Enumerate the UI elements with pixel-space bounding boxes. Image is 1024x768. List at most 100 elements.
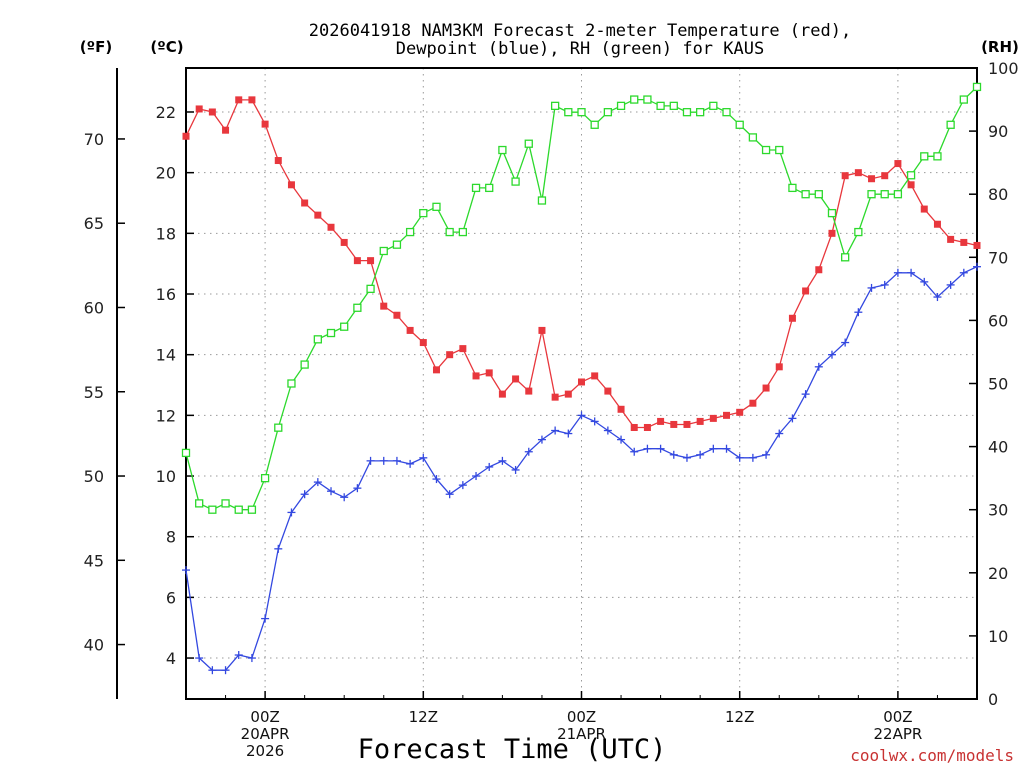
- data-point: [274, 157, 282, 165]
- data-point: [301, 199, 309, 207]
- rh-tick-label: 30: [988, 501, 1008, 520]
- series: [181, 82, 982, 675]
- data-point: [471, 183, 481, 193]
- data-point: [327, 223, 335, 231]
- data-point: [591, 372, 599, 380]
- data-point: [512, 375, 520, 383]
- data-point: [393, 311, 401, 319]
- data-point: [669, 450, 678, 459]
- data-point: [577, 108, 586, 117]
- data-point: [814, 362, 823, 371]
- data-point: [379, 246, 388, 256]
- data-point: [392, 456, 401, 465]
- data-point: [893, 190, 903, 199]
- data-point: [182, 566, 190, 575]
- data-point: [669, 101, 678, 111]
- celsius-tick-label: 4: [166, 649, 176, 668]
- data-point: [709, 414, 717, 422]
- data-point: [920, 277, 929, 286]
- celsius-tick-label: 16: [156, 285, 176, 304]
- rh-tick-label: 70: [988, 248, 1008, 267]
- series-line: [185, 99, 978, 429]
- data-point: [406, 459, 415, 468]
- data-point: [880, 190, 889, 199]
- data-point: [854, 227, 863, 237]
- time-tick-label: 00Z: [567, 708, 596, 726]
- data-point: [657, 417, 665, 425]
- data-point: [485, 183, 494, 193]
- data-point: [446, 351, 454, 359]
- fahrenheit-tick-label: 65: [84, 214, 104, 233]
- data-point: [405, 227, 415, 237]
- data-point: [300, 490, 309, 499]
- data-point: [722, 108, 731, 117]
- data-point: [933, 220, 941, 228]
- data-point: [458, 227, 468, 237]
- data-point: [208, 666, 217, 675]
- rh-tick-label: 20: [988, 564, 1008, 583]
- rh-tick-label: 60: [988, 311, 1008, 330]
- data-point: [537, 435, 546, 444]
- data-point: [920, 205, 928, 213]
- rh-tick-label: 0: [988, 690, 998, 709]
- data-point: [551, 426, 560, 435]
- data-point: [788, 314, 796, 322]
- data-point: [656, 101, 665, 111]
- series-2-meter-temperature: [182, 96, 981, 431]
- data-point: [498, 456, 507, 465]
- data-point: [643, 95, 652, 104]
- data-point: [603, 426, 612, 435]
- x-axis-label: Forecast Time (UTC): [358, 734, 667, 765]
- data-point: [287, 379, 296, 388]
- data-point: [538, 326, 546, 334]
- fahrenheit-tick-label: 70: [84, 130, 104, 149]
- data-point: [366, 284, 375, 294]
- data-point: [696, 450, 705, 459]
- data-point: [195, 499, 204, 508]
- data-point: [881, 172, 889, 180]
- data-point: [867, 283, 876, 292]
- data-point: [432, 366, 440, 374]
- data-point: [379, 456, 388, 465]
- data-point: [775, 363, 783, 371]
- data-point: [854, 169, 862, 177]
- data-point: [775, 145, 784, 155]
- time-tick-label: 00Z: [883, 708, 912, 726]
- data-point: [340, 322, 349, 331]
- fahrenheit-tick-label: 50: [84, 467, 104, 486]
- data-point: [630, 423, 638, 431]
- data-point: [524, 447, 533, 456]
- celsius-tick-label: 8: [166, 528, 176, 547]
- data-point: [906, 171, 916, 180]
- time-tick-label: 20APR: [241, 725, 290, 743]
- data-point: [181, 448, 191, 458]
- data-point: [260, 473, 270, 483]
- data-point: [550, 101, 560, 111]
- data-point: [578, 378, 585, 386]
- data-point: [973, 262, 981, 271]
- data-point: [208, 505, 217, 514]
- data-point: [815, 266, 823, 274]
- fahrenheit-unit-label: (ºF): [80, 38, 112, 56]
- chart-title-line-2: Dewpoint (blue), RH (green) for KAUS: [396, 39, 764, 59]
- data-point: [893, 268, 902, 277]
- data-point: [234, 651, 243, 660]
- data-point: [630, 447, 639, 456]
- data-point: [723, 411, 731, 419]
- data-point: [195, 654, 204, 663]
- data-point: [287, 508, 296, 517]
- data-point: [221, 666, 230, 675]
- data-point: [946, 280, 955, 289]
- data-point: [643, 444, 652, 453]
- data-point: [564, 108, 573, 117]
- celsius-tick-label: 12: [156, 406, 176, 425]
- data-point: [235, 96, 243, 104]
- data-point: [959, 95, 968, 104]
- time-tick-label: 12Z: [725, 708, 754, 726]
- data-point: [208, 108, 216, 116]
- data-point: [682, 108, 692, 117]
- data-point: [920, 152, 929, 161]
- fahrenheit-tick-label: 55: [84, 383, 104, 402]
- data-point: [367, 257, 375, 265]
- data-point: [775, 429, 784, 438]
